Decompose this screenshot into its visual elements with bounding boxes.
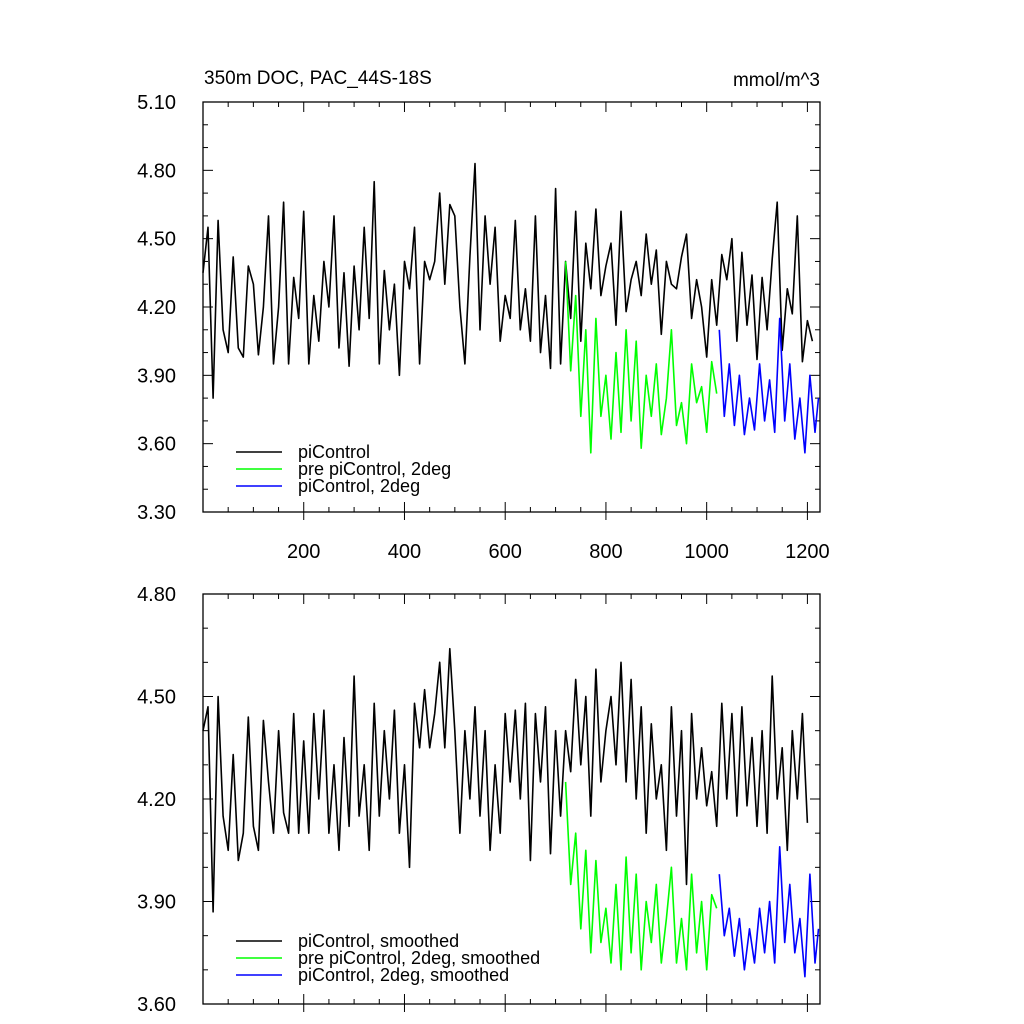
x-tick-label: 200 [287, 541, 320, 563]
chart-title: 350m DOC, PAC_44S-18S [204, 68, 432, 89]
x-tick-label: 1000 [684, 541, 729, 563]
x-tick-label: 1200 [785, 541, 830, 563]
y-tick-label: 3.90 [137, 892, 176, 914]
legend-label: piControl, 2deg [298, 476, 420, 496]
y-tick-label: 4.20 [137, 297, 176, 319]
y-tick-label: 4.80 [137, 584, 176, 606]
legend-label: piControl [298, 442, 370, 462]
bottom-y-tick-labels: 3.60 3.90 4.20 4.50 4.80 [137, 584, 176, 1016]
series-line-3 [718, 845, 820, 978]
bottom-panel: 3.60 3.90 4.20 4.50 4.80 piControl, smoothed… [137, 584, 821, 1016]
y-tick-label: 3.60 [137, 434, 176, 456]
bottom-ticks [203, 593, 820, 1012]
y-tick-label: 3.30 [137, 502, 176, 524]
series-line-2 [564, 261, 718, 454]
legend-label: pre piControl, 2deg [298, 459, 451, 479]
series-line-1 [202, 162, 814, 399]
y-tick-label: 4.20 [137, 789, 176, 811]
y-tick-label: 3.90 [137, 365, 176, 387]
legend-label: piControl, smoothed [298, 931, 459, 951]
units-label: mmol/m^3 [733, 70, 820, 91]
top-y-tick-labels: 3.30 3.60 3.90 4.20 4.50 4.80 5.10 [137, 92, 176, 524]
series-line-2 [564, 781, 718, 971]
x-tick-label: 800 [589, 541, 622, 563]
series-line-3 [718, 317, 820, 454]
top-panel: 3.30 3.60 3.90 4.20 4.50 4.80 5.10 200 400 600 80… [137, 68, 830, 563]
y-tick-label: 4.50 [137, 687, 176, 709]
x-tick-label: 400 [388, 541, 421, 563]
y-tick-label: 4.80 [137, 160, 176, 182]
y-tick-label: 4.50 [137, 229, 176, 251]
legend-label: pre piControl, 2deg, smoothed [298, 948, 540, 968]
x-tick-label: 600 [489, 541, 522, 563]
top-series [202, 162, 820, 454]
top-x-tick-labels: 200 400 600 800 1000 1200 [287, 541, 830, 563]
series-line-1 [202, 647, 809, 913]
y-tick-label: 5.10 [137, 92, 176, 114]
legend-label: piControl, 2deg, smoothed [298, 965, 509, 985]
top-ticks [203, 101, 820, 520]
y-tick-label: 3.60 [137, 994, 176, 1016]
bottom-series [202, 647, 820, 978]
